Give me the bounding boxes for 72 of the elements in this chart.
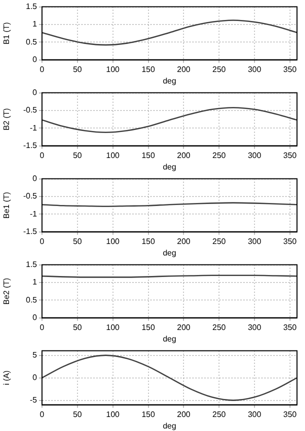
x-tick-label: 350 [283,236,298,246]
x-tick-label: 350 [283,64,298,74]
y-tick-label: 1.5 [26,2,38,12]
y-tick-label: 1 [32,20,38,29]
y-tick-label: -1 [30,209,38,218]
x-tick-label: 150 [142,150,156,160]
x-tick-label: 250 [212,150,226,160]
x-tick-label: 100 [106,410,120,419]
x-tick-label: 300 [248,322,262,332]
x-tick-label: 200 [176,64,191,74]
x-tick-label: 150 [142,322,156,332]
y-axis-title: B2 (T) [2,108,12,130]
x-tick-label: 350 [283,150,298,160]
y-tick-label: 5 [32,350,38,360]
x-axis-title: deg [162,162,176,172]
line-series [42,106,297,134]
x-tick-label: 150 [142,236,156,246]
x-tick-label: 100 [106,322,120,332]
y-axis-title: i (A) [2,370,12,386]
x-tick-label: 250 [212,236,226,246]
x-tick-label: 0 [40,322,45,332]
x-tick-label: 0 [40,236,45,246]
x-tick-label: 250 [212,410,226,419]
x-tick-label: 100 [106,150,120,160]
x-tick-label: 350 [283,410,298,419]
y-tick-label: 0.5 [26,295,38,304]
x-axis-title: deg [162,334,176,344]
x-tick-label: 300 [248,410,262,419]
x-tick-label: 50 [72,236,82,246]
x-tick-label: 150 [142,64,156,74]
x-tick-label: 300 [248,236,262,246]
line-series [42,20,297,46]
y-axis-title: Be1 (T) [2,192,12,219]
y-tick-label: 0 [32,174,38,184]
x-axis-title: deg [162,421,176,430]
y-axis-title: Be2 (T) [2,278,12,305]
x-tick-label: 0 [40,64,45,74]
y-tick-label: 0 [32,55,38,64]
x-tick-label: 200 [176,410,191,419]
y-tick-label: -0.5 [23,106,38,115]
x-tick-label: 100 [106,64,120,74]
y-tick-label: -0.5 [23,192,38,201]
y-tick-label: -5 [30,396,38,405]
y-axis-title: B1 (T) [2,22,12,44]
x-tick-label: 200 [176,150,191,160]
x-axis-title: deg [162,248,176,258]
x-tick-label: 150 [142,410,156,419]
x-tick-label: 0 [40,150,45,160]
x-tick-label: 50 [72,410,82,419]
x-tick-label: 0 [40,410,45,419]
x-tick-label: 200 [176,322,191,332]
x-tick-label: 200 [176,236,191,246]
y-tick-label: 0.5 [26,37,38,46]
y-tick-label: 0 [32,313,38,322]
x-tick-label: 50 [72,322,82,332]
x-tick-label: 350 [283,322,298,332]
x-axis-title: deg [162,76,176,86]
line-series [42,354,297,401]
x-tick-label: 100 [106,236,120,246]
x-tick-label: 50 [72,64,82,74]
x-tick-label: 300 [248,64,262,74]
y-tick-label: 1 [32,278,38,287]
y-tick-label: 1.5 [26,260,38,270]
y-tick-label: -1.5 [23,227,38,236]
y-tick-label: -1 [30,123,38,132]
x-tick-label: 50 [72,150,82,160]
x-tick-label: 300 [248,150,262,160]
x-tick-label: 250 [212,322,226,332]
y-tick-label: 0 [32,88,38,98]
x-tick-label: 250 [212,64,226,74]
y-tick-label: -1.5 [23,141,38,150]
y-tick-label: 0 [32,373,38,382]
